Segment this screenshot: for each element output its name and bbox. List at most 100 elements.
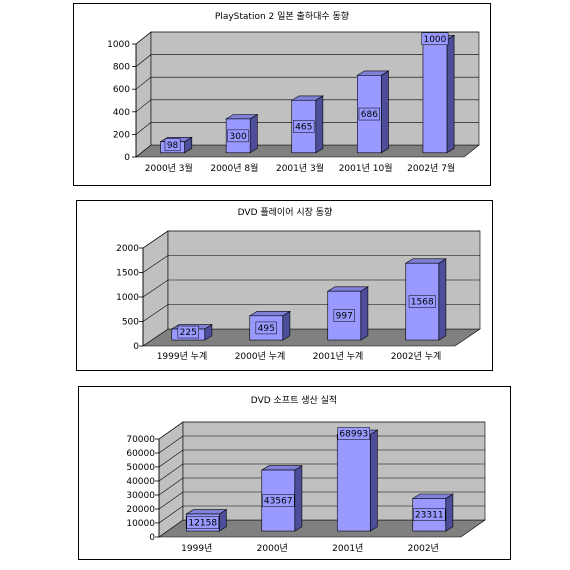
x-category-label: 2000년 xyxy=(257,543,288,554)
bar-front xyxy=(422,39,448,154)
gridline xyxy=(158,435,485,454)
y-tick-label: 0 xyxy=(149,533,155,543)
y-tick-label: 60000 xyxy=(126,449,155,459)
chart-ps2-shipments: PlayStation 2 일본 출하대수 동향 0 200 400 600 800 100… xyxy=(73,3,491,186)
bar-5 xyxy=(421,34,456,154)
x-category-label: 2001년 xyxy=(332,543,363,554)
x-category-label: 1999년 누계 xyxy=(157,350,208,362)
gridline xyxy=(142,230,480,249)
x-category-label: 2002년 7월 xyxy=(407,162,455,174)
y-tick-label: 70000 xyxy=(126,435,155,445)
data-label-box xyxy=(177,325,199,339)
chart-dvd-software-svg: DVD 소프트 생산 실적 0 10000 20000 30000 40000 50000 6… xyxy=(126,394,486,554)
chart-title: PlayStation 2 일본 출하대수 동향 xyxy=(215,10,349,22)
x-category-label: 2001년 3월 xyxy=(276,162,324,174)
bar-side xyxy=(360,286,369,341)
y-tick-label: 20000 xyxy=(126,505,155,515)
y-tick-label: 800 xyxy=(113,63,130,73)
gridline xyxy=(135,31,479,45)
bar-3 xyxy=(336,429,379,532)
y-tick-label: 0 xyxy=(124,153,130,163)
x-category-label: 2000년 3월 xyxy=(145,162,193,174)
bar-side xyxy=(294,465,303,532)
bar-top xyxy=(326,286,369,292)
bar-side xyxy=(369,429,378,532)
y-tick-label: 1000 xyxy=(116,293,139,303)
chart-dvd-player-svg: DVD 플레이어 시장 동향 0 500 1000 1500 2000 225 1999년 누… xyxy=(116,206,481,362)
gridline xyxy=(158,463,485,482)
bar-side xyxy=(446,34,455,154)
bar-side xyxy=(282,310,291,341)
gridline xyxy=(158,505,485,524)
bar-side xyxy=(315,95,324,154)
data-label: 300 xyxy=(230,132,247,142)
data-label-box xyxy=(186,516,219,529)
data-label: 12158 xyxy=(188,519,217,529)
gridline xyxy=(158,491,485,510)
data-label-box xyxy=(337,427,370,440)
y-tick-label: 10000 xyxy=(126,519,155,529)
chart-side-wall xyxy=(135,31,152,158)
data-label-box xyxy=(408,295,436,308)
y-tick-label: 1000 xyxy=(107,40,130,50)
bar-top xyxy=(260,465,303,471)
x-category-label: 2001년 10월 xyxy=(339,162,393,174)
y-tick-label: 2000 xyxy=(116,244,139,254)
data-label: 225 xyxy=(180,328,197,338)
y-tick-label: 200 xyxy=(113,130,130,140)
y-tick-label: 50000 xyxy=(126,463,155,473)
data-label: 98 xyxy=(167,141,179,151)
chart-dvd-player-market: DVD 플레이어 시장 동향 0 500 1000 1500 2000 225 1999년 누… xyxy=(76,200,493,371)
data-label: 997 xyxy=(336,312,353,322)
y-tick-label: 500 xyxy=(122,318,139,328)
bar-side xyxy=(438,258,447,341)
chart-title: DVD 소프트 생산 실적 xyxy=(251,394,337,406)
data-label: 68993 xyxy=(339,429,368,439)
chart-ps2-svg: PlayStation 2 일본 출하대수 동향 0 200 400 600 800 100… xyxy=(107,10,480,174)
gridline xyxy=(142,255,480,273)
x-category-label: 1999년 xyxy=(181,543,212,554)
bar-side xyxy=(249,113,258,154)
data-label-box xyxy=(164,138,181,152)
bar-top xyxy=(248,311,291,317)
data-label-box xyxy=(293,120,315,133)
data-label-box xyxy=(255,321,277,335)
y-tick-label: 600 xyxy=(113,85,130,95)
gridline xyxy=(158,477,485,496)
y-tick-label: 30000 xyxy=(126,491,155,501)
x-category-label: 2002년 누계 xyxy=(391,350,442,362)
x-category-label: 2001년 누계 xyxy=(313,350,364,362)
data-label-box xyxy=(227,129,249,143)
data-label: 43567 xyxy=(264,497,293,507)
data-label: 495 xyxy=(258,324,275,334)
data-label-box xyxy=(358,107,381,121)
bar-top xyxy=(185,509,228,515)
gridline xyxy=(142,279,480,298)
y-tick-label: 1500 xyxy=(116,269,139,279)
data-label-box xyxy=(421,32,449,46)
y-tick-label: 0 xyxy=(133,342,139,352)
x-category-label: 2000년 8월 xyxy=(210,162,258,174)
y-tick-label: 400 xyxy=(113,108,130,118)
chart-side-wall xyxy=(158,421,184,538)
data-label: 686 xyxy=(361,110,378,120)
data-label-box xyxy=(413,508,446,521)
y-tick-label: 40000 xyxy=(126,477,155,487)
x-category-label: 2002년 xyxy=(408,543,439,554)
gridline xyxy=(142,304,480,322)
gridline xyxy=(135,54,479,67)
bar-top xyxy=(404,258,447,264)
gridline xyxy=(158,449,485,468)
data-label-box xyxy=(333,309,355,322)
gridline xyxy=(158,421,485,440)
bar-front xyxy=(336,434,371,532)
chart-title: DVD 플레이어 시장 동향 xyxy=(238,206,333,218)
bar-top xyxy=(411,493,454,499)
data-label: 465 xyxy=(295,123,312,133)
bar-side xyxy=(445,493,454,532)
x-category-label: 2000년 누계 xyxy=(235,350,286,362)
chart-dvd-software-production: DVD 소프트 생산 실적 0 10000 20000 30000 40000 50000 6… xyxy=(78,386,511,560)
data-label: 1000 xyxy=(423,35,446,45)
data-label: 23311 xyxy=(415,511,444,521)
data-label-box xyxy=(262,494,295,507)
